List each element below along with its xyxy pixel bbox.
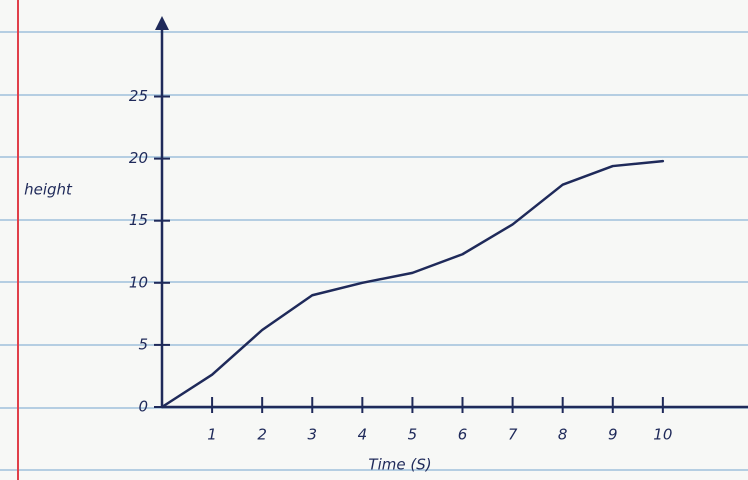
x-tick-label: 10	[653, 426, 672, 444]
x-tick-label: 8	[558, 426, 568, 444]
x-tick-label: 5	[408, 426, 418, 444]
x-tick-label: 4	[358, 426, 368, 444]
x-tick-label: 2	[257, 426, 267, 444]
page: Time (S) height 051015202512345678910 ((…	[0, 0, 748, 480]
x-tick-label: 9	[608, 426, 618, 444]
chart: Time (S) height 0 5 10 15 20 25 1 2 3 4 5 6 7 8 9 10	[0, 0, 748, 480]
y-tick-label: 5	[138, 335, 148, 353]
x-tick-label: 6	[458, 426, 468, 444]
y-tick-label: 20	[129, 149, 148, 167]
y-axis-label: height	[24, 181, 73, 199]
x-axis-label: Time (S)	[368, 456, 431, 474]
axis-arrow	[155, 16, 169, 30]
y-tick-label: 15	[129, 211, 148, 229]
x-tick-label: 7	[508, 426, 518, 444]
x-tick-label: 1	[207, 426, 217, 444]
y-tick-label: 25	[129, 87, 148, 105]
y-tick-label: 0	[138, 398, 148, 416]
y-tick-label: 10	[129, 273, 148, 291]
x-tick-label: 3	[307, 426, 317, 444]
line	[162, 161, 663, 407]
